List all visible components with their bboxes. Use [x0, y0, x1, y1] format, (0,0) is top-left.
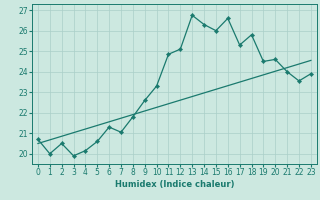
X-axis label: Humidex (Indice chaleur): Humidex (Indice chaleur) — [115, 180, 234, 189]
